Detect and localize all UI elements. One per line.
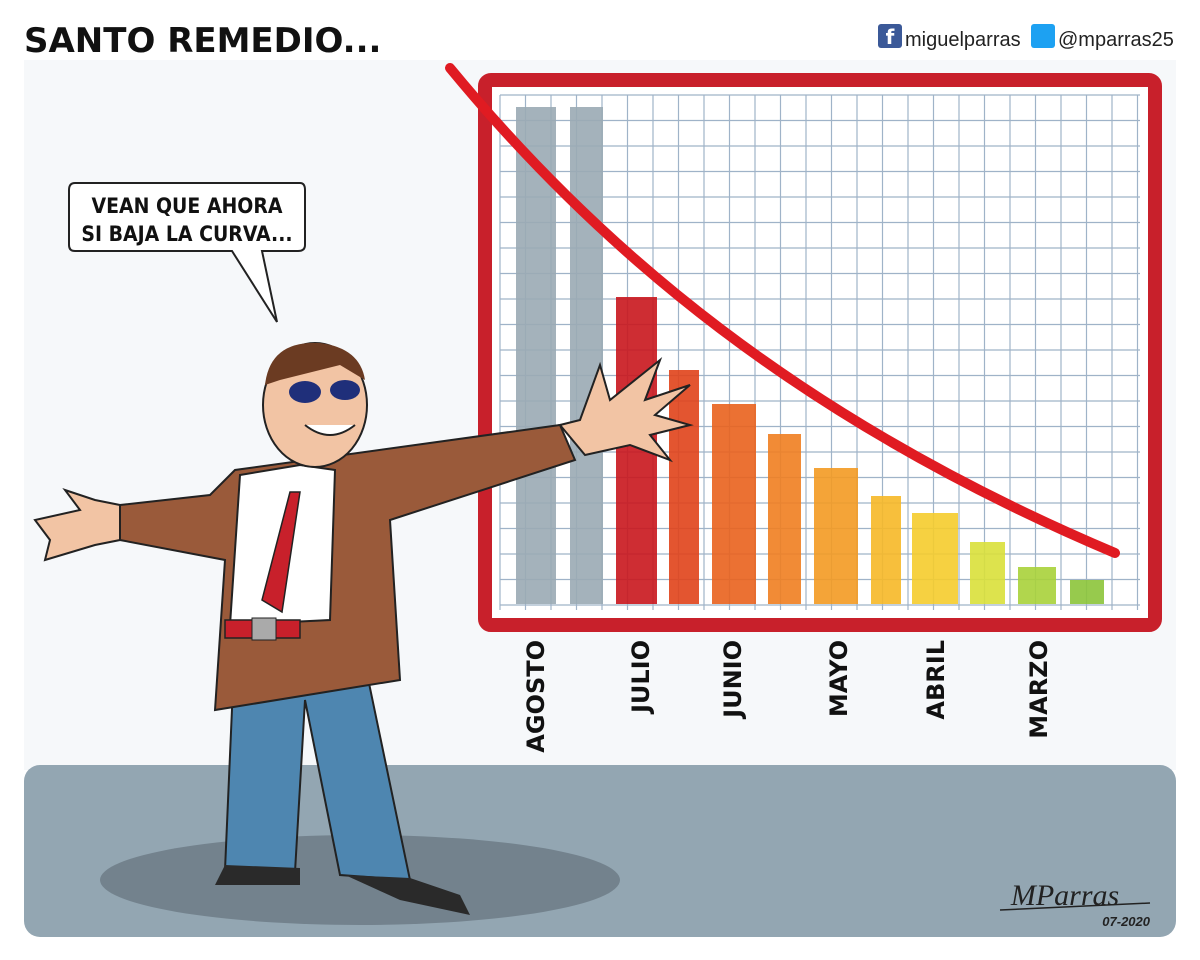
bar	[871, 496, 901, 604]
facebook-handle: miguelparras	[905, 29, 1021, 51]
bar	[712, 404, 756, 604]
bar	[516, 107, 556, 604]
month-label: AGOSTO	[522, 640, 550, 753]
month-label: JULIO	[627, 640, 655, 715]
month-label: JUNIO	[719, 640, 747, 720]
month-labels: AGOSTO JULIO JUNIO MAYO ABRIL MARZO	[522, 640, 1053, 753]
speech-line: SI BAJA LA CURVA...	[81, 222, 292, 246]
bar	[814, 468, 858, 604]
twitter-handle: @mparras25	[1058, 29, 1174, 51]
character	[33, 342, 694, 915]
month-label: MARZO	[1025, 640, 1053, 739]
speech-bubble	[68, 182, 306, 323]
bar	[768, 434, 801, 604]
bar	[1018, 567, 1056, 604]
facebook-icon	[878, 24, 902, 48]
twitter-icon	[1031, 24, 1055, 48]
month-label: MAYO	[825, 640, 853, 717]
bar	[970, 542, 1005, 604]
curve	[445, 63, 1120, 558]
month-label: ABRIL	[922, 640, 950, 720]
bars	[516, 107, 1104, 604]
signature-underline	[999, 902, 1151, 911]
bar	[570, 107, 603, 604]
speech-line: VEAN QUE AHORA	[91, 194, 282, 218]
title: SANTO REMEDIO...	[24, 21, 381, 61]
bar	[669, 370, 699, 604]
facebook-icon-f: f	[886, 25, 895, 49]
bar	[912, 513, 958, 604]
signature-date: 07-2020	[1102, 914, 1150, 929]
bar	[1070, 580, 1104, 604]
